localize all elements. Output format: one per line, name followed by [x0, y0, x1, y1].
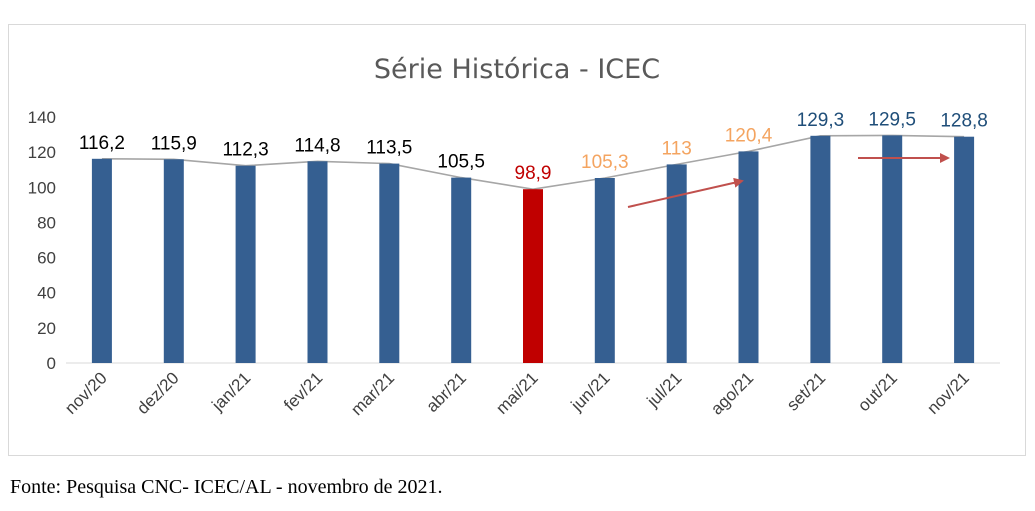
chart-title: Série Histórica - ICEC	[374, 54, 660, 85]
x-tick-label: set/21	[783, 368, 829, 414]
bar-set-21	[810, 135, 831, 363]
x-tick-label: jul/21	[643, 368, 686, 411]
bar-jun-21	[594, 178, 615, 363]
bar-dez-20	[163, 159, 184, 363]
bar-out-21	[882, 135, 903, 363]
data-label: 129,5	[868, 109, 916, 130]
x-tick-label: abr/21	[423, 368, 471, 416]
data-label: 115,9	[151, 133, 197, 154]
x-tick-label: mai/21	[492, 368, 542, 418]
bar-chart: Série Histórica - ICEC 0 20 40 60 80 100 120 14…	[28, 54, 1000, 419]
bar-nov-20	[91, 158, 112, 363]
x-tick-label: out/21	[854, 368, 901, 415]
data-labels-group: 116,2 115,9 112,3 114,8 113,5 105,5 98,9 105,3 1…	[79, 109, 988, 184]
x-tick-label: jun/21	[567, 368, 614, 415]
x-tick-labels-group: nov/20 dez/20 jan/21 fev/21 mar/21 abr/21 mai/…	[61, 368, 973, 419]
bar-jan-21	[235, 165, 256, 363]
data-label: 113,5	[366, 138, 412, 159]
bars-group	[91, 135, 975, 363]
y-tick-label: 100	[28, 178, 56, 197]
data-label: 116,2	[79, 133, 125, 154]
data-label: 105,5	[437, 152, 485, 173]
y-tick-label: 140	[28, 108, 56, 127]
x-tick-label: ago/21	[707, 368, 757, 418]
data-label: 112,3	[223, 140, 269, 161]
bar-nov-21	[954, 136, 975, 363]
bar-jul-21	[666, 164, 687, 363]
y-tick-label: 80	[37, 213, 56, 232]
axes: 0 20 40 60 80 100 120 140	[28, 108, 1000, 373]
data-label: 98,9	[515, 163, 552, 184]
data-label: 113	[662, 138, 692, 159]
source-note: Fonte: Pesquisa CNC- ICEC/AL - novembro …	[10, 476, 443, 498]
bar-ago-21	[738, 151, 759, 363]
chart-frame	[8, 24, 1026, 456]
y-tick-label: 20	[37, 319, 56, 338]
y-tick-label: 120	[28, 143, 56, 162]
x-tick-label: fev/21	[280, 368, 326, 414]
x-tick-label: jan/21	[208, 368, 255, 415]
bar-fev-21	[307, 161, 328, 363]
y-tick-label: 60	[37, 249, 56, 268]
x-tick-label: mar/21	[347, 368, 398, 419]
x-tick-label: nov/20	[61, 368, 111, 418]
data-label: 129,3	[797, 110, 845, 131]
trend-arrow-up	[627, 177, 744, 208]
arrows-group	[627, 153, 950, 208]
bar-mar-21	[379, 163, 400, 363]
data-label: 114,8	[294, 135, 340, 156]
x-tick-label: dez/20	[133, 368, 183, 418]
data-label: 105,3	[581, 152, 629, 173]
data-label: 128,8	[940, 111, 988, 132]
bar-abr-21	[451, 177, 472, 363]
data-label: 120,4	[725, 125, 773, 146]
y-tick-label: 0	[47, 354, 56, 373]
bar-mai-21	[523, 189, 543, 363]
y-tick-label: 40	[37, 284, 56, 303]
x-tick-label: nov/21	[923, 368, 973, 418]
